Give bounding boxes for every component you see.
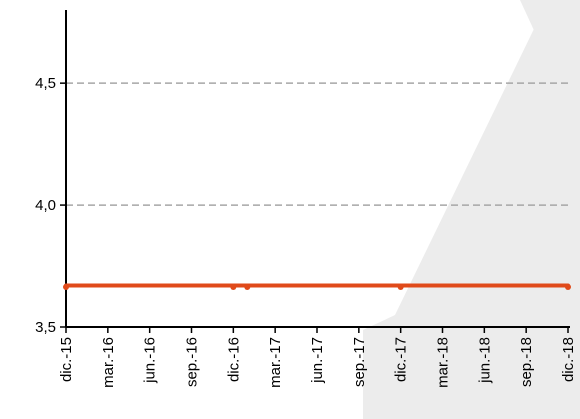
label-layer: 3,5 4,0 4,5 dic.-15 mar.-16 jun.-16 sep.-16 dic… (35, 75, 577, 388)
x-tick-label: mar.-18 (435, 337, 452, 388)
data-point (230, 284, 237, 291)
data-point (244, 284, 251, 291)
x-tick-label: jun.-17 (309, 337, 326, 384)
background-shape-corner (520, 0, 580, 130)
data-point (63, 284, 69, 291)
x-tick-label: sep.-17 (351, 337, 368, 387)
y-tick-label: 4,0 (35, 197, 56, 214)
x-tick-label: dic.-18 (560, 337, 577, 382)
x-tick-label: jun.-16 (142, 337, 159, 384)
y-tick-label: 4,5 (35, 75, 56, 92)
grid-layer (66, 82, 568, 206)
x-tick-label: jun.-18 (476, 337, 493, 384)
data-point (397, 284, 404, 291)
x-tick-label: sep.-16 (184, 337, 201, 387)
axis-layer (60, 10, 570, 333)
data-point (565, 284, 571, 291)
x-tick-label: mar.-17 (267, 337, 284, 388)
x-tick-label: dic.-17 (393, 337, 410, 382)
series-layer (63, 283, 571, 291)
x-tick-label: dic.-16 (225, 337, 242, 382)
background-shape (363, 0, 580, 419)
x-tick-label: dic.-15 (58, 337, 75, 382)
x-tick-label: sep.-18 (518, 337, 535, 387)
x-tick-label: mar.-16 (100, 337, 117, 388)
y-tick-label: 3,5 (35, 319, 56, 336)
